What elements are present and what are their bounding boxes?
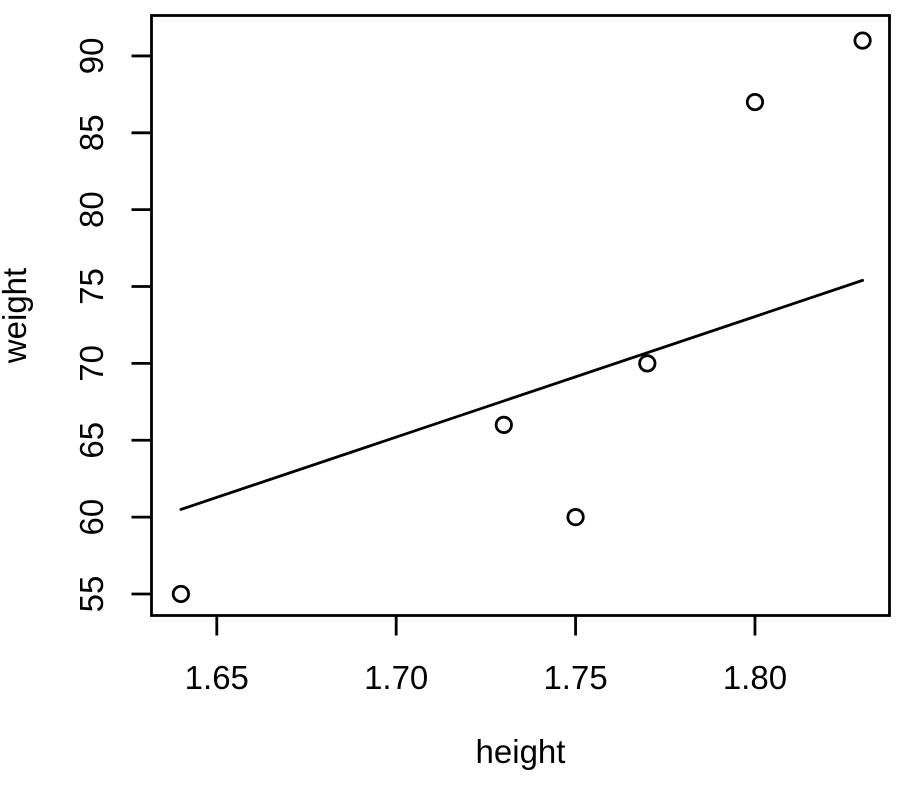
x-tick-label: 1.70 bbox=[364, 659, 428, 696]
data-points-layer bbox=[171, 31, 872, 604]
y-tick-label: 65 bbox=[73, 422, 110, 459]
y-tick-label: 60 bbox=[73, 499, 110, 536]
data-point bbox=[171, 584, 191, 604]
data-point bbox=[745, 92, 765, 112]
x-tick-label: 1.75 bbox=[543, 659, 607, 696]
data-point bbox=[853, 31, 872, 50]
fit-line-layer bbox=[179, 278, 864, 511]
y-tick-label: 80 bbox=[73, 191, 110, 228]
y-tick-label: 70 bbox=[73, 345, 110, 382]
x-tick-label: 1.80 bbox=[723, 659, 787, 696]
x-axis-title: height bbox=[476, 733, 566, 770]
y-tick-label: 75 bbox=[73, 268, 110, 305]
y-axis-title: weight bbox=[0, 268, 33, 364]
data-point bbox=[566, 508, 585, 527]
data-point bbox=[638, 354, 657, 373]
y-axis: 55 60 65 70 75 80 85 90 bbox=[73, 38, 152, 613]
x-axis: 1.65 1.70 1.75 1.80 bbox=[185, 615, 787, 696]
x-tick-label: 1.65 bbox=[185, 659, 249, 696]
y-tick-label: 85 bbox=[73, 114, 110, 151]
regression-line bbox=[179, 278, 864, 511]
y-tick-label: 90 bbox=[73, 38, 110, 75]
plot-box bbox=[150, 14, 891, 617]
data-point bbox=[494, 415, 513, 434]
y-tick-label: 55 bbox=[73, 576, 110, 613]
